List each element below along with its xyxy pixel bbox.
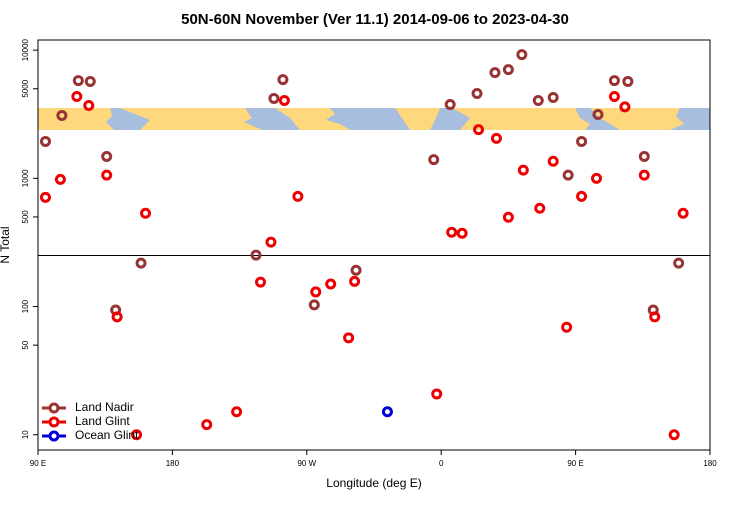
data-point [101, 151, 113, 163]
data-point [101, 169, 113, 181]
data-point [489, 67, 501, 79]
data-point [534, 202, 546, 214]
data-point [677, 207, 689, 219]
legend-marker [48, 430, 60, 442]
data-point [638, 151, 650, 163]
data-point [622, 75, 634, 87]
x-tick-label: 90 E [567, 459, 583, 468]
plot-frame [37, 39, 711, 451]
legend-marker [48, 402, 60, 414]
data-point [562, 169, 574, 181]
map-strip [38, 108, 710, 130]
data-point [381, 406, 393, 418]
data-point [502, 211, 514, 223]
data-point [608, 90, 620, 102]
data-point [39, 191, 51, 203]
legend-label: Ocean Glint [75, 428, 139, 442]
data-point [517, 164, 529, 176]
data-point [668, 429, 680, 441]
data-point [638, 169, 650, 181]
data-point [277, 74, 289, 86]
data-point [349, 275, 361, 287]
data-point [532, 94, 544, 106]
data-point [608, 75, 620, 87]
x-axis-label: Longitude (deg E) [326, 476, 421, 490]
data-point [72, 75, 84, 87]
data-point [54, 173, 66, 185]
data-point [135, 257, 147, 269]
data-point [265, 236, 277, 248]
data-point [592, 108, 604, 120]
data-point [431, 388, 443, 400]
data-point [56, 110, 68, 122]
data-point [456, 227, 468, 239]
data-point [83, 100, 95, 112]
x-tick-label: 90 W [297, 459, 316, 468]
data-point [231, 406, 243, 418]
data-point [140, 207, 152, 219]
data-point [255, 276, 267, 288]
chart-title: 50N-60N November (Ver 11.1) 2014-09-06 t… [181, 11, 569, 28]
data-point [71, 90, 83, 102]
data-point [84, 75, 96, 87]
data-point [471, 88, 483, 100]
legend-label: Land Glint [75, 414, 130, 428]
y-tick-label: 10 [21, 430, 30, 439]
y-tick-label: 5000 [21, 79, 30, 97]
data-point [547, 155, 559, 167]
y-tick-label: 1000 [21, 169, 30, 187]
data-point [591, 172, 603, 184]
x-tick-label: 0 [439, 459, 444, 468]
data-point [446, 226, 458, 238]
data-point [561, 321, 573, 333]
data-point [292, 190, 304, 202]
legend-marker [48, 416, 60, 428]
data-point [343, 332, 355, 344]
data-point [308, 299, 320, 311]
x-tick-label: 90 E [30, 459, 46, 468]
data-point [111, 311, 123, 323]
data-point [278, 94, 290, 106]
y-tick-label: 50 [21, 340, 30, 349]
data-point [131, 429, 143, 441]
data-point [576, 135, 588, 147]
x-tick-label: 180 [703, 459, 717, 468]
data-point [516, 49, 528, 61]
data-point [201, 419, 213, 431]
y-axis-label: N Total [0, 226, 12, 263]
data-point [673, 257, 685, 269]
legend-label: Land Nadir [75, 400, 134, 414]
data-point [268, 92, 280, 104]
data-point [39, 135, 51, 147]
y-tick-label: 100 [21, 299, 30, 313]
y-tick-label: 10000 [21, 38, 30, 61]
data-point [619, 101, 631, 113]
y-tick-label: 500 [21, 210, 30, 224]
data-point [250, 249, 262, 261]
data-point [547, 92, 559, 104]
data-point [428, 154, 440, 166]
data-point [576, 190, 588, 202]
x-tick-label: 180 [166, 459, 180, 468]
data-point [473, 124, 485, 136]
data-point [350, 264, 362, 276]
data-point [310, 286, 322, 298]
data-point [325, 278, 337, 290]
data-point [502, 64, 514, 76]
data-point [444, 98, 456, 110]
data-point [649, 311, 661, 323]
data-point [490, 132, 502, 144]
